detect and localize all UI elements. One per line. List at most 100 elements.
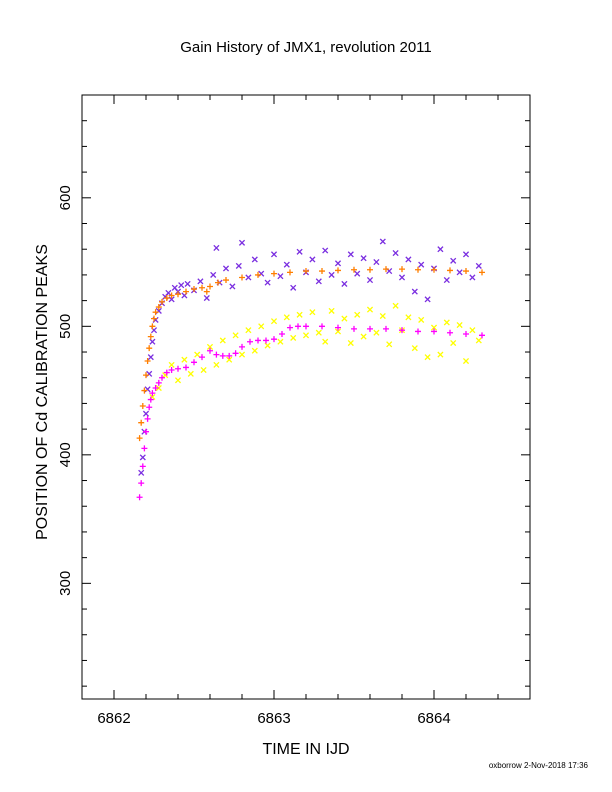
data-point: [354, 311, 361, 318]
data-point: [146, 404, 153, 411]
data-point: [351, 325, 357, 332]
x-axis-label: TIME IN IJD: [262, 741, 349, 758]
data-point: [405, 256, 412, 263]
data-point: [328, 271, 335, 278]
data-point: [245, 274, 252, 281]
data-point: [411, 288, 418, 295]
data-point: [418, 316, 425, 323]
data-point: [392, 302, 399, 309]
data-point: [469, 327, 476, 334]
data-point: [238, 239, 246, 246]
data-point: [303, 268, 309, 275]
data-point: [296, 248, 303, 255]
data-point: [255, 271, 261, 278]
data-point: [367, 325, 373, 332]
data-point: [213, 351, 220, 358]
data-point: [290, 284, 297, 291]
data-point: [424, 296, 431, 303]
data-point: [309, 256, 316, 263]
x-tick-label: 6862: [97, 710, 130, 727]
data-point: [258, 323, 265, 330]
data-point: [152, 385, 159, 392]
data-point: [183, 364, 189, 371]
data-point: [163, 369, 170, 376]
data-point: [328, 307, 335, 314]
data-point: [463, 268, 469, 275]
data-point: [437, 351, 444, 358]
data-point: [207, 347, 213, 354]
data-point: [255, 337, 261, 344]
data-point: [319, 323, 325, 330]
data-point: [194, 351, 201, 358]
data-point: [360, 255, 367, 262]
data-point: [479, 332, 485, 339]
data-point: [245, 327, 252, 334]
data-point: [277, 273, 284, 280]
data-point: [210, 271, 217, 278]
data-point: [181, 356, 188, 363]
data-point: [347, 251, 354, 258]
data-point: [178, 282, 185, 289]
data-point: [430, 324, 438, 331]
data-point: [283, 314, 290, 321]
data-point: [138, 469, 145, 476]
data-point: [144, 415, 151, 422]
data-point: [200, 366, 207, 374]
data-point: [141, 445, 148, 452]
data-point: [322, 338, 329, 345]
data-point: [295, 323, 301, 330]
data-point: [270, 318, 278, 325]
data-point: [219, 337, 226, 344]
data-point: [155, 304, 162, 311]
data-point: [366, 276, 374, 284]
data-point: [207, 283, 213, 290]
data-point: [136, 435, 143, 442]
data-point: [152, 309, 159, 316]
data-point: [418, 261, 425, 268]
data-point: [354, 270, 361, 277]
data-point: [251, 347, 258, 354]
data-point: [341, 280, 348, 287]
data-point: [203, 294, 210, 302]
chart-title: Gain History of JMX1, revolution 2011: [180, 39, 432, 56]
data-point: [334, 260, 342, 267]
data-point: [383, 325, 389, 332]
data-point: [443, 319, 450, 326]
data-marks: [136, 238, 485, 501]
data-point: [232, 332, 239, 339]
data-point: [238, 351, 246, 358]
data-point: [199, 354, 205, 361]
data-point: [347, 339, 354, 347]
data-point: [456, 269, 463, 276]
data-point: [296, 311, 303, 318]
data-point: [168, 361, 175, 368]
data-point: [415, 266, 421, 273]
data-point: [138, 419, 145, 426]
data-point: [456, 321, 463, 329]
series-4: [136, 323, 485, 501]
data-point: [223, 277, 229, 284]
data-point: [213, 361, 220, 368]
data-point: [431, 266, 437, 273]
data-point: [309, 309, 316, 316]
data-point: [443, 276, 450, 284]
data-point: [159, 298, 165, 305]
data-point: [136, 494, 143, 501]
data-point: [379, 312, 386, 320]
data-point: [149, 323, 156, 330]
data-point: [263, 337, 269, 344]
data-point: [373, 329, 380, 336]
data-point: [287, 269, 293, 276]
data-point: [163, 295, 170, 302]
data-point: [226, 352, 233, 359]
data-point: [431, 328, 437, 335]
y-axis-label: POSITION OF Cd CALIBRATION PEAKS: [34, 244, 51, 540]
data-point: [379, 238, 386, 245]
series-2: [136, 266, 485, 442]
data-point: [334, 328, 342, 335]
data-point: [147, 333, 154, 340]
data-point: [437, 246, 444, 253]
data-point: [479, 269, 485, 276]
data-point: [232, 350, 239, 357]
